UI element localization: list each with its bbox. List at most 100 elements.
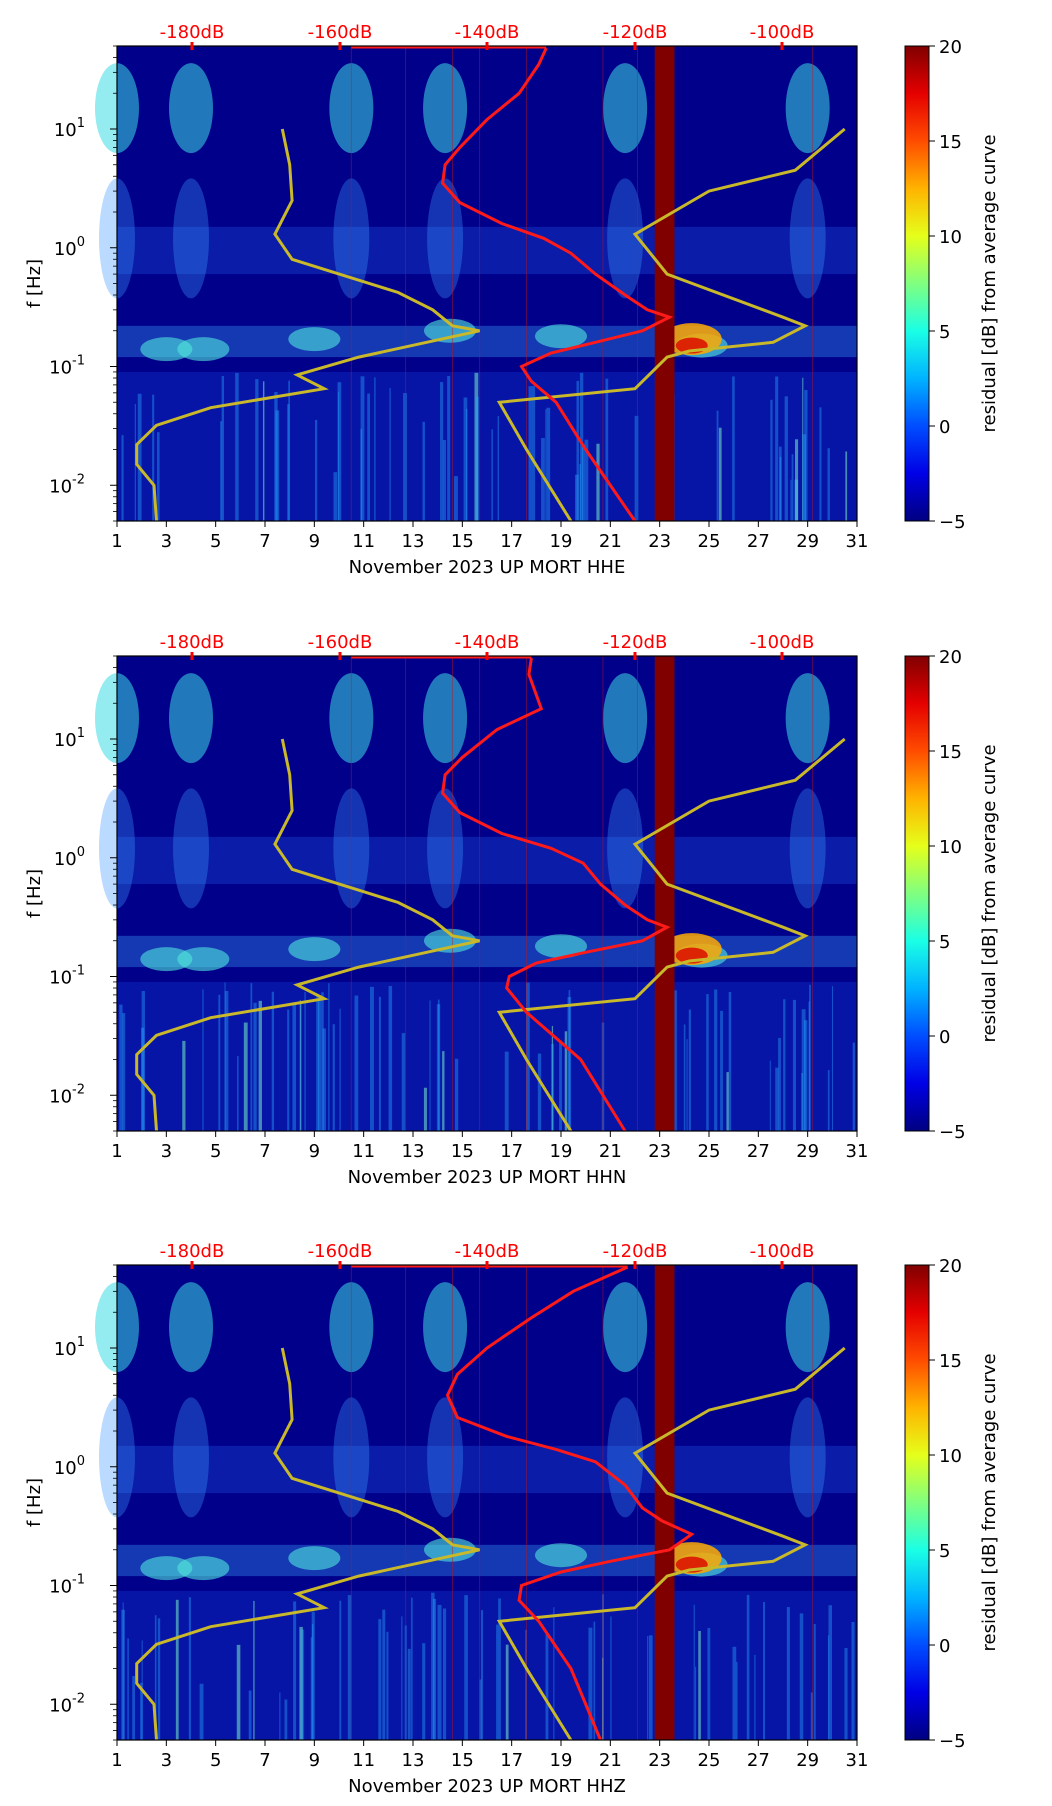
heatmap-streak [732, 1646, 737, 1740]
colorbar-label: residual [dB] from average curve [979, 1353, 1000, 1651]
heatmap-streak [255, 379, 259, 521]
heatmap-blob [288, 937, 341, 962]
heatmap-streak [437, 1604, 442, 1740]
heatmap-streak [504, 1051, 509, 1131]
heatmap-streak [579, 464, 582, 521]
heatmap-streak [576, 380, 579, 521]
y-tick-label: 101 [54, 116, 85, 141]
heatmap-streak [707, 1628, 711, 1740]
y-tick-label: 10-1 [49, 354, 85, 379]
average-curve [441, 657, 671, 1132]
db-scale-label: -160dB [308, 22, 373, 43]
heatmap-streak [497, 416, 499, 521]
heatmap-blob [173, 178, 209, 299]
heatmap-streak [546, 407, 551, 521]
colorbar-tick-label: 15 [939, 1351, 962, 1372]
heatmap-streak [531, 386, 536, 521]
x-tick-label: 21 [599, 531, 622, 552]
heatmap-streak [431, 1592, 435, 1740]
heatmap-band [117, 836, 857, 885]
x-tick-label: 17 [500, 1750, 523, 1771]
db-scale-label: -180dB [160, 22, 225, 43]
heatmap-blob [288, 327, 341, 352]
heatmap-streak [790, 479, 792, 521]
y-tick-label: 10-2 [49, 472, 85, 497]
x-tick-label: 17 [500, 531, 523, 552]
heatmap-streak [579, 372, 584, 521]
heatmap-streak [220, 421, 223, 521]
x-tick-label: 15 [451, 531, 474, 552]
heatmap-streak [442, 1051, 445, 1131]
heatmap-band [117, 371, 857, 521]
heatmap-streak [476, 396, 479, 521]
heatmap-streak [447, 375, 451, 521]
heatmap-streak [389, 387, 391, 521]
db-scale-label: -100dB [750, 632, 815, 653]
db-scale-label: -100dB [750, 22, 815, 43]
x-tick-label: 13 [402, 1750, 425, 1771]
heatmap-blob [177, 1556, 230, 1581]
heatmap-streak [808, 1001, 810, 1131]
x-tick-label: 13 [402, 1141, 425, 1162]
saturated-column [654, 656, 675, 1131]
average-curve [441, 47, 674, 522]
db-scale-label: -100dB [750, 1241, 815, 1262]
heatmap-band [117, 935, 857, 968]
y-tick-exponent: 0 [77, 1454, 85, 1469]
heatmap-streak [559, 1042, 562, 1131]
heatmap-band [117, 325, 857, 358]
heatmap-streak [827, 1635, 830, 1740]
heatmap-streak [262, 381, 265, 521]
heatmap-blob [427, 788, 464, 909]
heatmap-streak [819, 407, 822, 521]
noise-model-curve [135, 1347, 480, 1741]
y-axis-label: f [Hz] [24, 1478, 45, 1527]
heatmap-blob [140, 337, 193, 362]
heatmap-band [117, 981, 857, 1131]
heatmap-blob [288, 1546, 341, 1571]
heatmap-streak [253, 1002, 257, 1131]
colorbar-tick-label: −5 [939, 512, 966, 533]
y-tick-exponent: -2 [72, 1082, 85, 1097]
colorbar [904, 1264, 930, 1741]
heatmap-streak [464, 1595, 468, 1740]
heatmap-streak [551, 1025, 554, 1131]
heatmap-streak [463, 397, 468, 521]
x-tick-label: 23 [648, 1750, 671, 1771]
x-tick-label: 5 [210, 1141, 221, 1162]
heatmap-streak [436, 1004, 441, 1131]
x-tick-label: 15 [451, 1141, 474, 1162]
x-tick-label: 25 [698, 1750, 721, 1771]
y-tick-exponent: -1 [72, 354, 85, 369]
y-tick-label: 10-2 [49, 1691, 85, 1716]
heatmap-streak [545, 409, 547, 521]
heatmap-streak [491, 429, 493, 521]
heatmap-blob [427, 178, 464, 299]
heatmap-streak [360, 376, 365, 521]
heatmap-streak [574, 474, 579, 521]
heatmap-blob [173, 1397, 209, 1518]
heatmap-streak [299, 1626, 303, 1740]
x-axis-label: November 2023 UP MORT HHZ [348, 1776, 626, 1797]
heatmap-streak [754, 1654, 756, 1740]
heatmap-blob [789, 178, 826, 299]
colorbar [904, 45, 930, 522]
heatmap-streak [525, 982, 530, 1131]
heatmap-streak [339, 1600, 342, 1740]
heatmap-streak [310, 1637, 313, 1740]
heatmap-streak [802, 434, 807, 521]
heatmap-streak [564, 1031, 568, 1131]
heatmap-blob [329, 63, 374, 154]
heatmap-streak [698, 1630, 701, 1740]
heatmap-streak [287, 404, 290, 521]
x-tick-label: 9 [309, 531, 320, 552]
heatmap-streak [248, 1690, 252, 1740]
heatmap-streak [253, 1600, 255, 1740]
heatmap-streak [716, 410, 719, 521]
heatmap-streak [791, 454, 794, 521]
heatmap-streak [769, 1060, 771, 1131]
heatmap-streak [804, 1020, 808, 1131]
heatmap-streak [156, 432, 160, 521]
x-tick-label: 5 [210, 531, 221, 552]
